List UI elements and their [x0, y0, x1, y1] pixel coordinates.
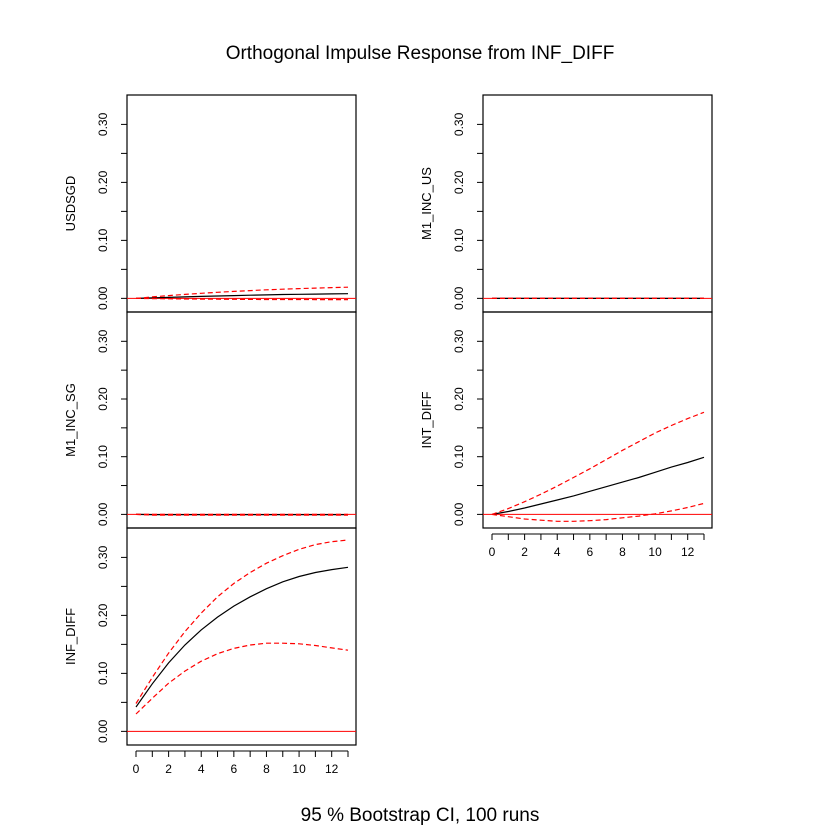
x-tick-label: 2: [521, 545, 528, 559]
x-tick-label: 2: [165, 762, 172, 776]
x-tick-label: 8: [619, 545, 626, 559]
y-tick-label: 0.10: [96, 445, 110, 469]
panel-m1-inc-us: M1_INC_US 0.00 0.10 0.20 0.30: [419, 94, 713, 313]
lower-ci-line: [135, 513, 348, 516]
x-tick-label: 4: [198, 762, 205, 776]
response-line: [491, 456, 705, 515]
y-tick-label: 0.30: [452, 112, 466, 136]
figure-footer: 95 % Bootstrap CI, 100 runs: [301, 805, 540, 826]
y-tick-label: 0.20: [452, 387, 466, 411]
upper-ci-line: [135, 286, 349, 299]
upper-ci-line: [135, 539, 349, 704]
panel-ylabel: M1_INC_SG: [63, 383, 78, 457]
x-tick-label: 12: [325, 762, 339, 776]
y-tick-label: 0.00: [96, 502, 110, 526]
x-tick-label: 10: [648, 545, 662, 559]
upper-ci-line: [491, 411, 705, 515]
panel-frame: [482, 94, 713, 313]
lower-ci-line: [135, 642, 349, 715]
panel-ylabel: USDSGD: [63, 176, 78, 232]
y-tick-label: 0.10: [96, 661, 110, 685]
x-tick-label: 6: [231, 762, 238, 776]
x-tick-label: 10: [292, 762, 306, 776]
y-tick-label: 0.30: [96, 329, 110, 353]
y-tick-label: 0.20: [96, 603, 110, 627]
lower-ci-line: [491, 502, 705, 522]
panel-ylabel: INF_DIFF: [63, 608, 78, 665]
y-tick-label: 0.20: [96, 387, 110, 411]
y-tick-label: 0.30: [96, 545, 110, 569]
y-tick-label: 0.10: [96, 228, 110, 252]
figure-title: Orthogonal Impulse Response from INF_DIF…: [226, 43, 615, 64]
y-tick-label: 0.30: [452, 329, 466, 353]
y-tick-label: 0.20: [452, 170, 466, 194]
x-tick-label: 6: [587, 545, 594, 559]
y-tick-label: 0.00: [452, 502, 466, 526]
panel-frame: [126, 94, 357, 313]
y-tick-label: 0.00: [452, 286, 466, 310]
y-tick-label: 0.00: [96, 719, 110, 743]
x-tick-label: 0: [133, 762, 140, 776]
lower-ci-line: [135, 297, 348, 301]
panel-frame: [482, 311, 713, 529]
y-tick-label: 0.20: [96, 170, 110, 194]
panel-int-diff: INT_DIFF 0.00 0.10 0.20 0.30 0 2 4 6 8 10 12: [419, 311, 713, 559]
panel-m1-inc-sg: M1_INC_SG 0.00 0.10 0.20 0.30: [63, 311, 357, 529]
x-tick-label: 0: [489, 545, 496, 559]
panel-ylabel: M1_INC_US: [419, 167, 434, 240]
panel-inf-diff: INF_DIFF 0.00 0.10 0.20 0.30 0 2 4 6 8 10 12: [63, 527, 357, 776]
response-line: [135, 566, 349, 708]
response-line: [135, 293, 349, 299]
panel-frame: [126, 527, 357, 746]
x-tick-label: 4: [554, 545, 561, 559]
y-tick-label: 0.10: [452, 228, 466, 252]
y-tick-label: 0.00: [96, 286, 110, 310]
y-tick-label: 0.10: [452, 445, 466, 469]
panel-frame: [126, 311, 357, 529]
x-tick-label: 8: [263, 762, 270, 776]
y-tick-label: 0.30: [96, 112, 110, 136]
x-tick-label: 12: [681, 545, 695, 559]
panel-usdsgd: USDSGD 0.00 0.10 0.20 0.30: [63, 94, 357, 313]
panel-ylabel: INT_DIFF: [419, 391, 434, 448]
